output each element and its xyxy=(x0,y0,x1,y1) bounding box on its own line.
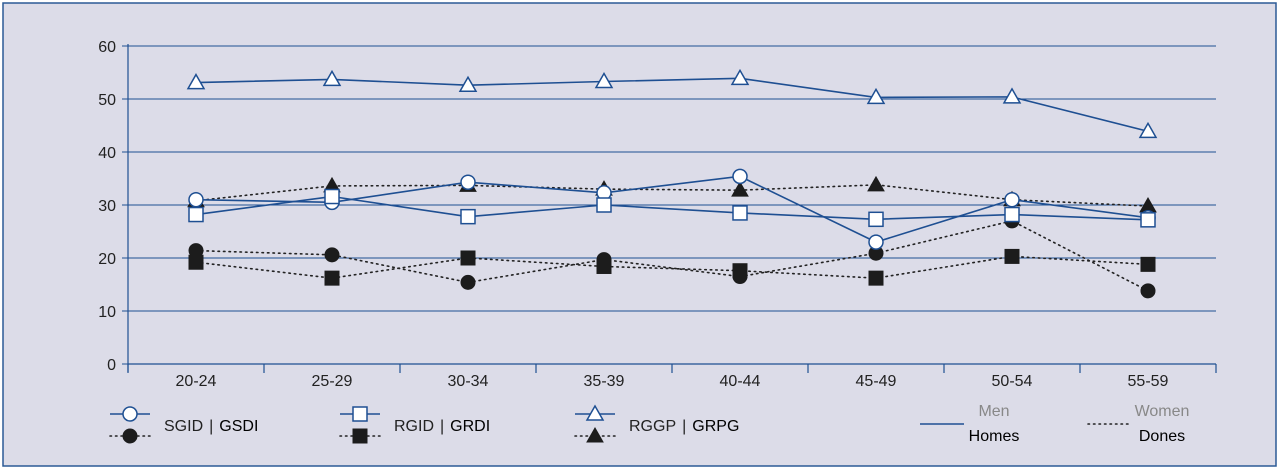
data-point-grdi xyxy=(1140,256,1156,272)
legend-style-bottom: Dones xyxy=(1139,428,1185,445)
data-point-grpg xyxy=(731,181,749,197)
y-tick-label: 0 xyxy=(107,357,116,374)
data-point-rgid xyxy=(1140,212,1156,228)
data-point-rggp xyxy=(730,68,750,86)
data-point-rggp xyxy=(1138,121,1158,139)
y-tick-label: 30 xyxy=(98,198,116,215)
legend-separator: | xyxy=(440,418,444,435)
y-tick-label: 10 xyxy=(98,304,116,321)
legend-item-rgid: RGID | GRDI xyxy=(339,406,490,444)
data-point-rgid xyxy=(1004,206,1020,223)
legend-marker-grdi xyxy=(352,428,368,444)
data-point-grdi xyxy=(1004,248,1020,264)
data-point-sgid xyxy=(460,174,476,190)
legend-style-top: Women xyxy=(1135,403,1190,420)
legend: SGID | GSDI RGID | GRDI RGGP | GRPG Men Homes Women… xyxy=(109,403,1190,445)
data-point-sgid xyxy=(1004,191,1020,208)
x-tick-label: 20-24 xyxy=(176,373,217,390)
axes: 0 10 20 30 40 50 60 20-24 25-29 30-34 35-39 40-44 45… xyxy=(98,39,1217,390)
y-tick-label: 40 xyxy=(98,145,116,162)
legend-separator: | xyxy=(682,418,686,435)
legend-style-men: Men Homes xyxy=(920,403,1019,445)
y-tick-label: 20 xyxy=(98,251,116,268)
series-line-sgid xyxy=(195,175,1149,243)
legend-marker-rgid xyxy=(352,406,368,422)
data-point-rgid xyxy=(868,211,884,228)
data-point-sgid xyxy=(732,168,748,185)
data-point-gsdi xyxy=(1140,283,1156,299)
x-tick-label: 50-54 xyxy=(992,373,1033,390)
x-tick-label: 45-49 xyxy=(856,373,897,390)
gridlines xyxy=(122,45,1216,365)
data-point-sgid xyxy=(188,191,204,208)
data-point-grdi xyxy=(596,258,612,274)
x-tick-label: 40-44 xyxy=(720,373,761,390)
data-point-grpg xyxy=(867,175,885,192)
data-point-grdi xyxy=(732,263,748,279)
data-point-rggp xyxy=(594,71,614,89)
series-grdi xyxy=(188,248,1156,286)
legend-marker-sgid xyxy=(122,406,138,422)
x-tick-label: 25-29 xyxy=(312,373,353,390)
legend-alt-key: GRDI xyxy=(450,418,490,435)
series-line-grpg xyxy=(195,184,1149,207)
data-point-rgid xyxy=(732,205,748,221)
legend-item-sgid: SGID | GSDI xyxy=(109,406,258,444)
y-tick-label: 50 xyxy=(98,92,116,109)
series xyxy=(186,68,1158,299)
data-point-rgid xyxy=(596,197,612,213)
data-point-rggp xyxy=(458,75,478,92)
data-point-grdi xyxy=(324,270,340,286)
y-tick-label: 60 xyxy=(98,39,116,56)
series-line-rgid xyxy=(195,195,1149,221)
data-point-grdi xyxy=(868,270,884,286)
x-tick-label: 30-34 xyxy=(448,373,489,390)
legend-separator: | xyxy=(209,418,213,435)
data-point-grdi xyxy=(188,254,204,270)
series-line-rggp xyxy=(195,77,1149,133)
legend-style-women: Women Dones xyxy=(1087,403,1190,445)
data-point-gsdi xyxy=(324,247,340,263)
legend-alt-key: GRPG xyxy=(692,418,739,435)
data-point-rggp xyxy=(1002,87,1022,104)
legend-style-top: Men xyxy=(978,403,1009,420)
data-point-sgid xyxy=(868,234,884,250)
x-tick-label: 55-59 xyxy=(1128,373,1169,390)
legend-marker-rggp xyxy=(585,404,605,421)
data-point-rggp xyxy=(186,73,206,90)
legend-label: RGID | GRDI xyxy=(394,418,490,435)
series-line-grdi xyxy=(195,255,1149,279)
legend-key: RGGP xyxy=(629,418,676,435)
legend-marker-grpg xyxy=(586,426,604,443)
legend-alt-key: GSDI xyxy=(219,418,258,435)
data-point-grdi xyxy=(460,250,476,266)
data-point-rgid xyxy=(460,208,476,225)
data-point-rggp xyxy=(866,87,886,105)
legend-marker-gsdi xyxy=(122,428,138,444)
legend-item-rggp: RGGP | GRPG xyxy=(574,404,739,443)
legend-style-bottom: Homes xyxy=(969,428,1020,445)
data-point-rgid xyxy=(188,206,204,223)
x-tick-label: 35-39 xyxy=(584,373,625,390)
data-point-rgid xyxy=(324,188,340,205)
series-rggp xyxy=(186,68,1158,139)
chart-background xyxy=(2,2,1277,467)
series-line-gsdi xyxy=(195,220,1149,292)
legend-key: SGID xyxy=(164,418,203,435)
series-rgid xyxy=(188,188,1156,228)
legend-key: RGID xyxy=(394,418,434,435)
legend-label: SGID | GSDI xyxy=(164,418,258,435)
data-point-gsdi xyxy=(460,274,476,290)
legend-label: RGGP | GRPG xyxy=(629,418,739,435)
data-point-rggp xyxy=(322,69,342,87)
